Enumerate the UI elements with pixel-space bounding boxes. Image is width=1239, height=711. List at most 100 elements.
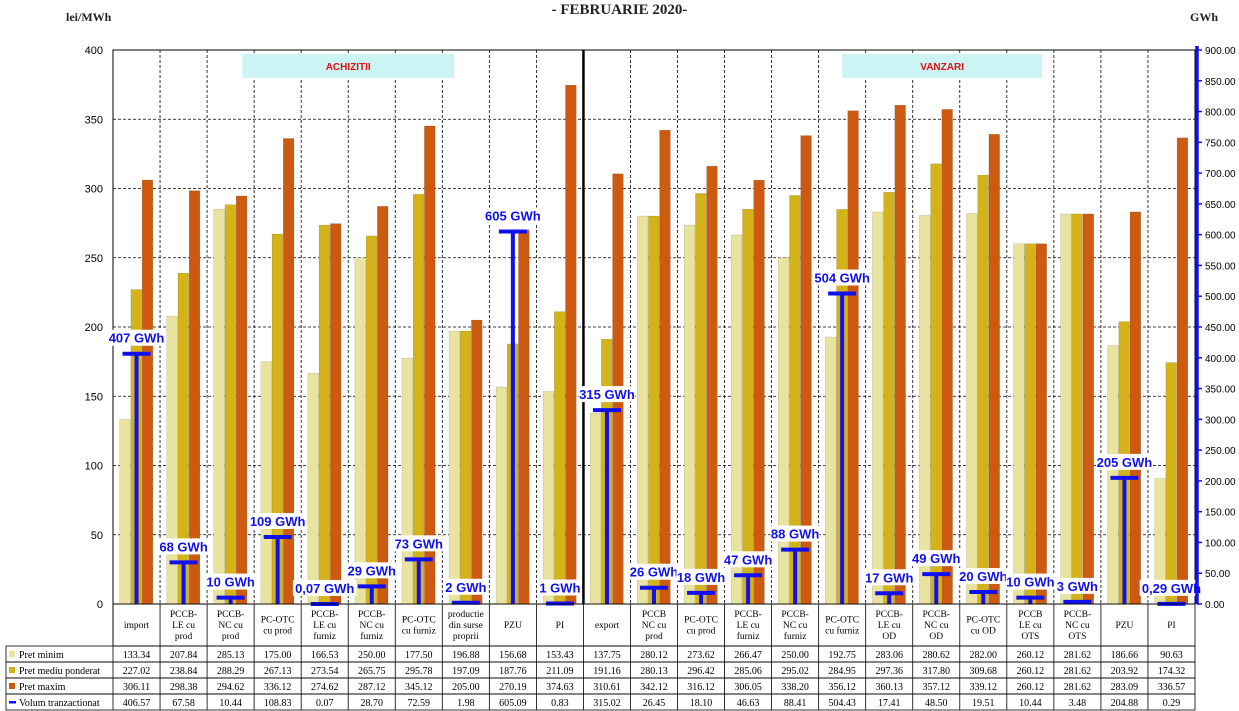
category-label: PC-OTC bbox=[402, 616, 436, 626]
bar-pret-minim bbox=[1060, 213, 1072, 605]
table-cell-value: 310.61 bbox=[593, 682, 621, 693]
table-cell-value: 345.12 bbox=[405, 682, 433, 693]
category-label: OD bbox=[929, 632, 943, 642]
table-cell-value: 285.06 bbox=[734, 666, 762, 677]
volume-annotation-bg bbox=[249, 513, 306, 530]
table-cell-value: 88.41 bbox=[784, 698, 807, 709]
table-cell-value: 156.68 bbox=[499, 650, 527, 661]
bar-pret-maxim bbox=[471, 319, 483, 605]
right-axis-tick-label: 800.00 bbox=[1205, 108, 1236, 119]
bar-pret-minim bbox=[778, 257, 790, 605]
table-cell-value: 374.63 bbox=[546, 682, 574, 693]
right-axis-tick-label: 300.00 bbox=[1205, 415, 1236, 426]
volume-annotation-bg bbox=[538, 579, 581, 596]
category-label: PCCB bbox=[1018, 610, 1042, 620]
bar-pret-mediu-ponderat bbox=[930, 163, 942, 605]
volume-annotation-bg bbox=[158, 538, 209, 555]
left-axis-tick-label: 50 bbox=[91, 530, 103, 542]
left-axis-tick-label: 100 bbox=[85, 461, 103, 473]
volume-annotation-bg bbox=[958, 567, 1008, 584]
category-label: PCCB- bbox=[217, 610, 244, 620]
table-cell-value: 309.68 bbox=[970, 666, 998, 677]
bar-pret-mediu-ponderat bbox=[365, 235, 378, 605]
category-label: LE cu bbox=[172, 621, 195, 631]
bar-pret-maxim bbox=[565, 84, 577, 605]
bar-pret-minim bbox=[684, 224, 696, 605]
volume-annotation: 10 GWh bbox=[206, 575, 254, 590]
category-label: LE cu bbox=[1019, 621, 1042, 631]
volume-annotation: 605 GWh bbox=[485, 209, 541, 224]
bar-pret-maxim bbox=[283, 138, 295, 605]
right-axis-tick-label: 200.00 bbox=[1205, 477, 1236, 488]
bar-pret-maxim bbox=[236, 195, 248, 605]
category-label: PCCB- bbox=[170, 610, 197, 620]
right-axis-tick-label: 250.00 bbox=[1205, 446, 1236, 457]
right-axis-tick-label: 100.00 bbox=[1205, 538, 1236, 549]
left-axis-tick-label: 400 bbox=[85, 45, 103, 57]
table-cell-value: 260.12 bbox=[1017, 650, 1045, 661]
table-cell-value: 360.13 bbox=[875, 682, 903, 693]
volume-annotation: 504 GWh bbox=[814, 270, 870, 285]
left-axis-tick-label: 300 bbox=[85, 184, 103, 196]
bar-pret-maxim bbox=[518, 229, 530, 605]
bar-pret-maxim bbox=[1129, 211, 1141, 605]
right-axis-tick-label: 600.00 bbox=[1205, 231, 1236, 242]
category-label: productie bbox=[448, 610, 484, 620]
category-label: OD bbox=[882, 632, 896, 642]
volume-annotation: 205 GWh bbox=[1097, 455, 1153, 470]
table-cell-value: 281.62 bbox=[1064, 682, 1092, 693]
right-axis-tick-label: 850.00 bbox=[1205, 77, 1236, 88]
table-cell-value: 317.80 bbox=[923, 666, 951, 677]
table-cell-value: 273.62 bbox=[687, 650, 715, 661]
volume-annotation-bg bbox=[578, 386, 636, 403]
bar-pret-minim bbox=[542, 391, 555, 605]
right-axis-tick-label: 50.00 bbox=[1205, 569, 1230, 580]
table-cell-value: 267.13 bbox=[264, 666, 292, 677]
legend-key bbox=[9, 683, 15, 689]
category-label: NC cu bbox=[783, 621, 808, 631]
category-label: din surse bbox=[449, 621, 483, 631]
category-label: LE cu bbox=[737, 621, 760, 631]
left-axis-tick-label: 250 bbox=[85, 253, 103, 265]
table-cell-value: 10.44 bbox=[219, 698, 242, 709]
bar-pret-mediu-ponderat bbox=[695, 193, 707, 605]
bar-pret-maxim bbox=[1082, 213, 1094, 605]
category-label: cu prod bbox=[263, 627, 292, 637]
table-cell-value: 18.10 bbox=[690, 698, 713, 709]
bar-pret-minim bbox=[401, 357, 413, 605]
table-cell-value: 265.75 bbox=[358, 666, 386, 677]
table-cell-value: 211.09 bbox=[546, 666, 573, 677]
table-cell-value: 306.05 bbox=[734, 682, 762, 693]
bar-pret-minim bbox=[1107, 345, 1119, 605]
volume-annotation-bg bbox=[108, 329, 165, 346]
volume-annotation: 407 GWh bbox=[109, 331, 165, 346]
table-cell-value: 296.42 bbox=[687, 666, 715, 677]
volume-annotation: 26 GWh bbox=[630, 565, 678, 580]
right-axis-tick-label: 700.00 bbox=[1205, 169, 1236, 180]
category-label: PCCB- bbox=[923, 610, 950, 620]
table-cell-value: 46.63 bbox=[737, 698, 760, 709]
bar-pret-mediu-ponderat bbox=[460, 330, 472, 605]
legend-key bbox=[9, 651, 15, 657]
table-cell-value: 294.62 bbox=[217, 682, 245, 693]
bar-pret-minim bbox=[307, 373, 319, 605]
table-cell-value: 297.36 bbox=[875, 666, 903, 677]
table-cell-value: 273.54 bbox=[311, 666, 339, 677]
category-label: PCCB- bbox=[1064, 610, 1091, 620]
table-cell-value: 295.02 bbox=[781, 666, 809, 677]
category-label: PC-OTC bbox=[684, 616, 718, 626]
bar-pret-mediu-ponderat bbox=[554, 311, 566, 605]
volume-annotation: 20 GWh bbox=[959, 569, 1007, 584]
bar-pret-maxim bbox=[753, 179, 765, 605]
table-cell-value: 72.59 bbox=[408, 698, 431, 709]
volume-annotation-bg bbox=[1096, 453, 1153, 470]
table-cell-value: 238.84 bbox=[170, 666, 198, 677]
volume-annotation: 17 GWh bbox=[865, 570, 913, 585]
table-cell-value: 203.92 bbox=[1111, 666, 1139, 677]
table-cell-value: 280.62 bbox=[923, 650, 951, 661]
right-axis-tick-label: 750.00 bbox=[1205, 138, 1236, 149]
category-label: cu prod bbox=[687, 627, 716, 637]
category-label: NC cu bbox=[218, 621, 243, 631]
table-cell-value: 186.66 bbox=[1111, 650, 1139, 661]
volume-annotation: 49 GWh bbox=[912, 551, 960, 566]
